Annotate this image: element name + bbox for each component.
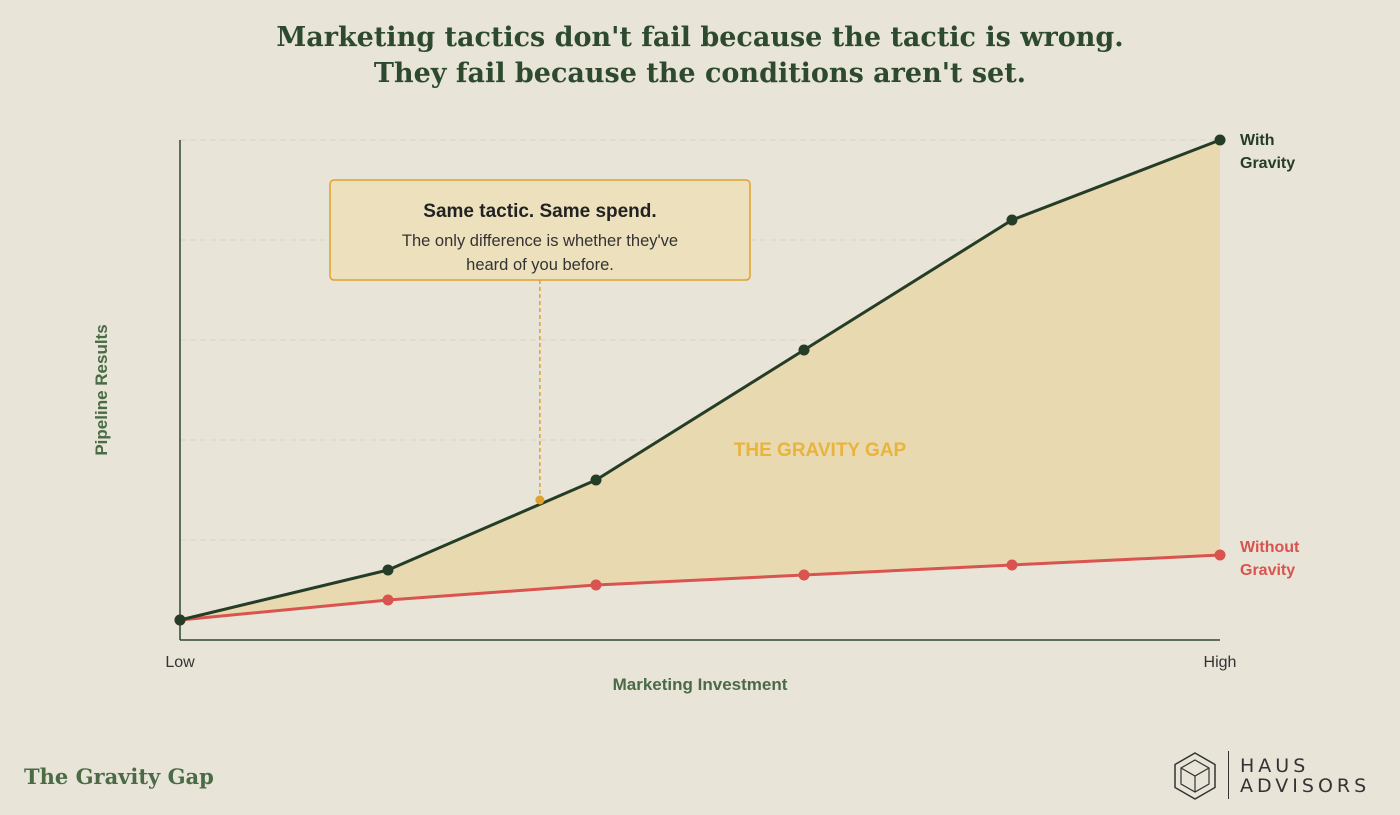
y-axis-label: Pipeline Results <box>92 324 111 455</box>
without-gravity-line <box>179 553 1221 622</box>
with-gravity-point <box>798 344 810 356</box>
title-line-1: Marketing tactics don't fail because the… <box>276 22 1124 53</box>
haus-advisors-logo: HAUS ADVISORS <box>1172 749 1382 803</box>
annotation-line-2: heard of you before. <box>466 256 614 274</box>
gravity-gap-area <box>180 140 1220 620</box>
title-line-2: They fail because the conditions aren't … <box>373 58 1027 89</box>
with-gravity-point <box>382 564 394 576</box>
annotation-heading: Same tactic. Same spend. <box>423 201 656 222</box>
labels-layer: THE GRAVITY GAP With Gravity Without Gravity… <box>92 132 1300 694</box>
with-gravity-point <box>590 474 602 486</box>
logo-text-haus: HAUS <box>1240 755 1310 777</box>
without-gravity-point <box>382 594 394 606</box>
logo-text-advisors: ADVISORS <box>1240 775 1371 797</box>
gravity-gap-label: THE GRAVITY GAP <box>734 440 907 461</box>
footer-title: The Gravity Gap <box>24 764 214 789</box>
lines-layer <box>179 138 1221 622</box>
points-layer <box>174 134 1226 626</box>
with-gravity-label: With Gravity <box>1240 132 1295 172</box>
x-tick-label-low: Low <box>165 654 195 671</box>
x-tick-label-high: High <box>1204 654 1237 671</box>
annotation-box <box>329 179 751 281</box>
without-gravity-point <box>590 579 602 591</box>
with-gravity-point <box>1006 214 1018 226</box>
without-gravity-point <box>1006 559 1018 571</box>
annotation-line-1: The only difference is whether they've <box>402 232 678 250</box>
x-axis-label: Marketing Investment <box>613 675 788 694</box>
house-hexagon-icon <box>1174 752 1216 800</box>
without-gravity-label: Without Gravity <box>1240 539 1300 579</box>
chart-title: Marketing tactics don't fail because the… <box>0 20 1400 92</box>
annotation-point <box>535 495 545 505</box>
with-gravity-point <box>174 614 186 626</box>
with-gravity-line <box>179 138 1221 622</box>
without-gravity-point <box>798 569 810 581</box>
logo-divider <box>1228 751 1229 799</box>
with-gravity-point <box>1214 134 1226 146</box>
without-gravity-point <box>1214 549 1226 561</box>
annotation-layer: Same tactic. Same spend. The only differe… <box>329 179 751 500</box>
